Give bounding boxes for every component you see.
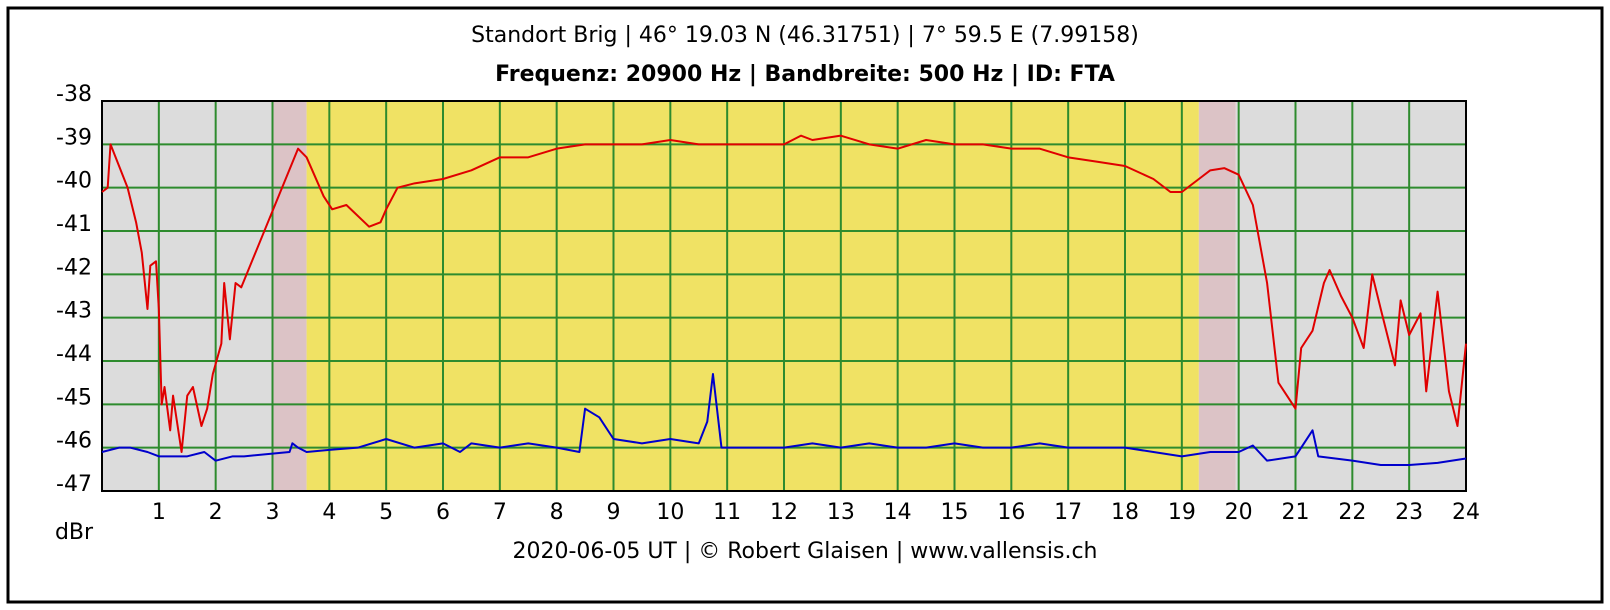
x-tick-label: 15 bbox=[941, 500, 969, 525]
chart-subtitle: Frequenz: 20900 Hz | Bandbreite: 500 Hz … bbox=[495, 62, 1115, 87]
y-tick-label: -41 bbox=[56, 212, 92, 237]
x-tick-label: 3 bbox=[266, 500, 280, 525]
x-tick-label: 17 bbox=[1054, 500, 1082, 525]
region bbox=[1198, 101, 1236, 491]
x-tick-label: 8 bbox=[550, 500, 564, 525]
x-tick-label: 7 bbox=[493, 500, 507, 525]
x-tick-label: 14 bbox=[884, 500, 912, 525]
x-tick-label: 4 bbox=[322, 500, 336, 525]
x-tick-label: 12 bbox=[770, 500, 798, 525]
y-tick-label: -39 bbox=[56, 125, 92, 150]
x-tick-label: 16 bbox=[997, 500, 1025, 525]
x-tick-label: 1 bbox=[152, 500, 166, 525]
region bbox=[272, 101, 307, 491]
x-tick-label: 19 bbox=[1168, 500, 1196, 525]
data-line bbox=[101, 373, 1467, 466]
x-tick-label: 6 bbox=[436, 500, 450, 525]
x-tick-label: 22 bbox=[1338, 500, 1366, 525]
y-axis-label: dBr bbox=[55, 520, 94, 545]
x-tick-label: 23 bbox=[1395, 500, 1423, 525]
region bbox=[306, 101, 1199, 491]
region bbox=[1235, 101, 1466, 491]
y-tick-label: -40 bbox=[56, 169, 92, 194]
x-tick-label: 10 bbox=[656, 500, 684, 525]
region bbox=[102, 101, 273, 491]
x-tick-label: 18 bbox=[1111, 500, 1139, 525]
y-tick-label: -46 bbox=[56, 429, 92, 454]
y-tick-label: -42 bbox=[56, 255, 92, 280]
y-tick-label: -38 bbox=[56, 82, 92, 107]
x-tick-label: 11 bbox=[713, 500, 741, 525]
x-tick-label: 24 bbox=[1452, 500, 1480, 525]
x-tick-label: 13 bbox=[827, 500, 855, 525]
y-tick-label: -45 bbox=[56, 385, 92, 410]
y-tick-label: -44 bbox=[56, 342, 92, 367]
chart-title: Standort Brig | 46° 19.03 N (46.31751) |… bbox=[471, 23, 1139, 48]
data-line bbox=[101, 134, 1467, 453]
x-tick-label: 5 bbox=[379, 500, 393, 525]
x-tick-label: 21 bbox=[1282, 500, 1310, 525]
plot-border bbox=[101, 100, 1467, 492]
y-tick-label: -43 bbox=[56, 299, 92, 324]
x-tick-label: 2 bbox=[209, 500, 223, 525]
y-tick-label: -47 bbox=[56, 472, 92, 497]
x-tick-label: 20 bbox=[1225, 500, 1253, 525]
x-tick-label: 9 bbox=[607, 500, 621, 525]
footer: 2020-06-05 UT | © Robert Glaisen | www.v… bbox=[512, 539, 1097, 564]
